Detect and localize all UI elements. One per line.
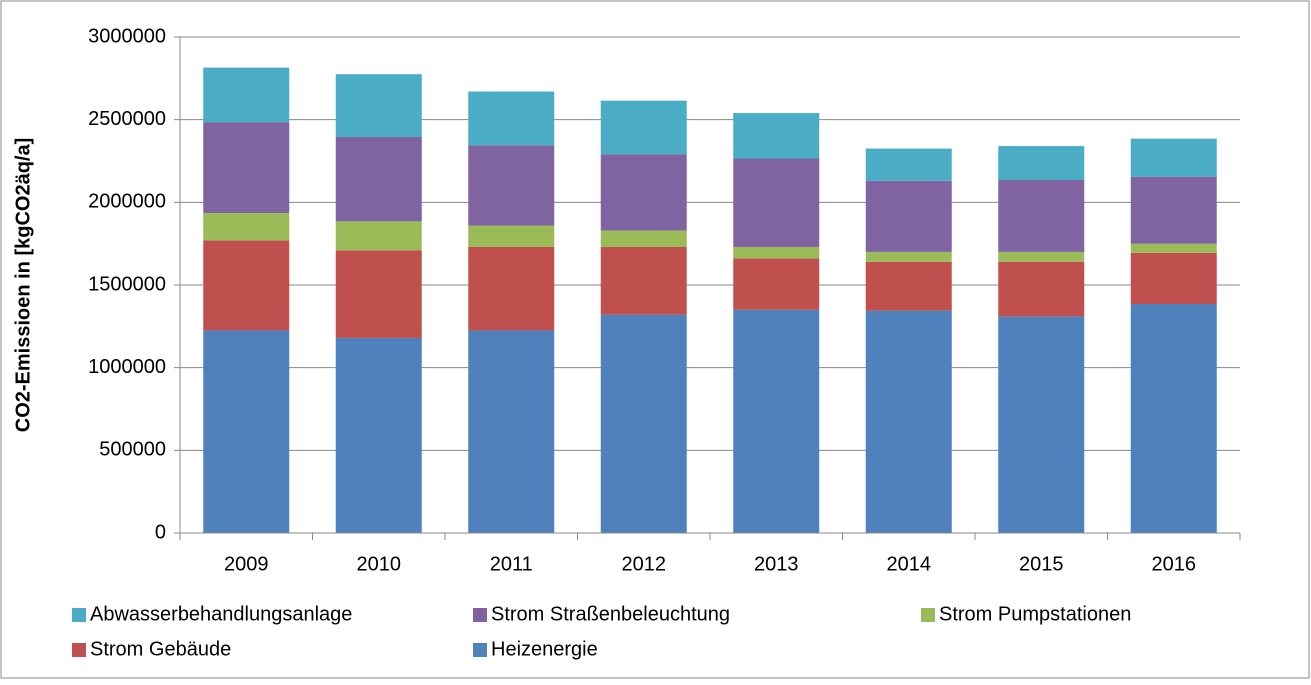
- bar-segment: [733, 309, 820, 533]
- bar-segment: [1130, 243, 1217, 253]
- y-axis-label: CO2-Emissioen in [kgCO2äq/a]: [12, 138, 34, 433]
- bar-segment: [733, 258, 820, 310]
- bar-segment: [203, 213, 290, 241]
- bar-segment: [600, 314, 687, 533]
- x-tick-label: 2016: [1152, 553, 1197, 575]
- x-tick-label: 2012: [622, 553, 667, 575]
- bar-segment: [1130, 176, 1217, 244]
- legend-label: Abwasserbehandlungsanlage: [90, 603, 352, 625]
- bar-segment: [203, 122, 290, 214]
- y-tick-label: 3000000: [88, 25, 166, 47]
- bar-segment: [468, 330, 555, 533]
- bar-segment: [1130, 304, 1217, 533]
- x-tick-label: 2009: [224, 553, 269, 575]
- bar-segment: [998, 146, 1085, 181]
- x-tick-label: 2015: [1019, 553, 1064, 575]
- bar-segment: [733, 246, 820, 259]
- x-tick-label: 2011: [490, 553, 533, 575]
- bar-segment: [1130, 252, 1217, 305]
- x-tick-label: 2010: [357, 553, 402, 575]
- x-tick-label: 2014: [887, 553, 932, 575]
- bar-segment: [468, 225, 555, 247]
- bar-segment: [468, 91, 555, 146]
- bar-segment: [600, 230, 687, 247]
- bar-segment: [335, 221, 422, 251]
- legend-swatch: [921, 608, 935, 622]
- legend-label: Strom Gebäude: [90, 638, 231, 660]
- bar-segment: [335, 137, 422, 222]
- bar-segment: [203, 67, 290, 123]
- y-tick-label: 0: [155, 521, 166, 543]
- bar-segment: [1130, 138, 1217, 177]
- legend-label: Heizenergie: [491, 638, 598, 660]
- bar-segment: [203, 330, 290, 533]
- bar-segment: [335, 74, 422, 138]
- y-tick-label: 1000000: [88, 356, 166, 378]
- bar-segment: [600, 154, 687, 231]
- legend-label: Strom Pumpstationen: [939, 603, 1131, 625]
- bar-segment: [600, 100, 687, 155]
- y-tick-label: 2000000: [88, 191, 166, 213]
- legend-swatch: [72, 643, 86, 657]
- legend-swatch: [473, 643, 487, 657]
- bar-segment: [335, 250, 422, 338]
- legend-swatch: [72, 608, 86, 622]
- bar-segment: [733, 158, 820, 247]
- bar-segment: [600, 246, 687, 315]
- legend-label: Strom Straßenbeleuchtung: [491, 603, 730, 625]
- x-tick-label: 2013: [754, 553, 799, 575]
- bar-segment: [335, 337, 422, 533]
- bar-segment: [998, 251, 1085, 262]
- bar-segment: [865, 261, 952, 311]
- y-tick-label: 1500000: [88, 273, 166, 295]
- bar-segment: [998, 261, 1085, 317]
- bar-segment: [203, 240, 290, 331]
- bar-segment: [998, 316, 1085, 533]
- bar-segment: [733, 113, 820, 159]
- y-tick-label: 2500000: [88, 108, 166, 130]
- legend-swatch: [473, 608, 487, 622]
- bar-segment: [998, 180, 1085, 252]
- bar-segment: [468, 145, 555, 226]
- bar-segment: [865, 180, 952, 252]
- bar-segment: [468, 246, 555, 331]
- bar-segment: [865, 310, 952, 533]
- bar-segment: [865, 148, 952, 181]
- bar-segment: [865, 251, 952, 262]
- y-tick-label: 500000: [99, 439, 166, 461]
